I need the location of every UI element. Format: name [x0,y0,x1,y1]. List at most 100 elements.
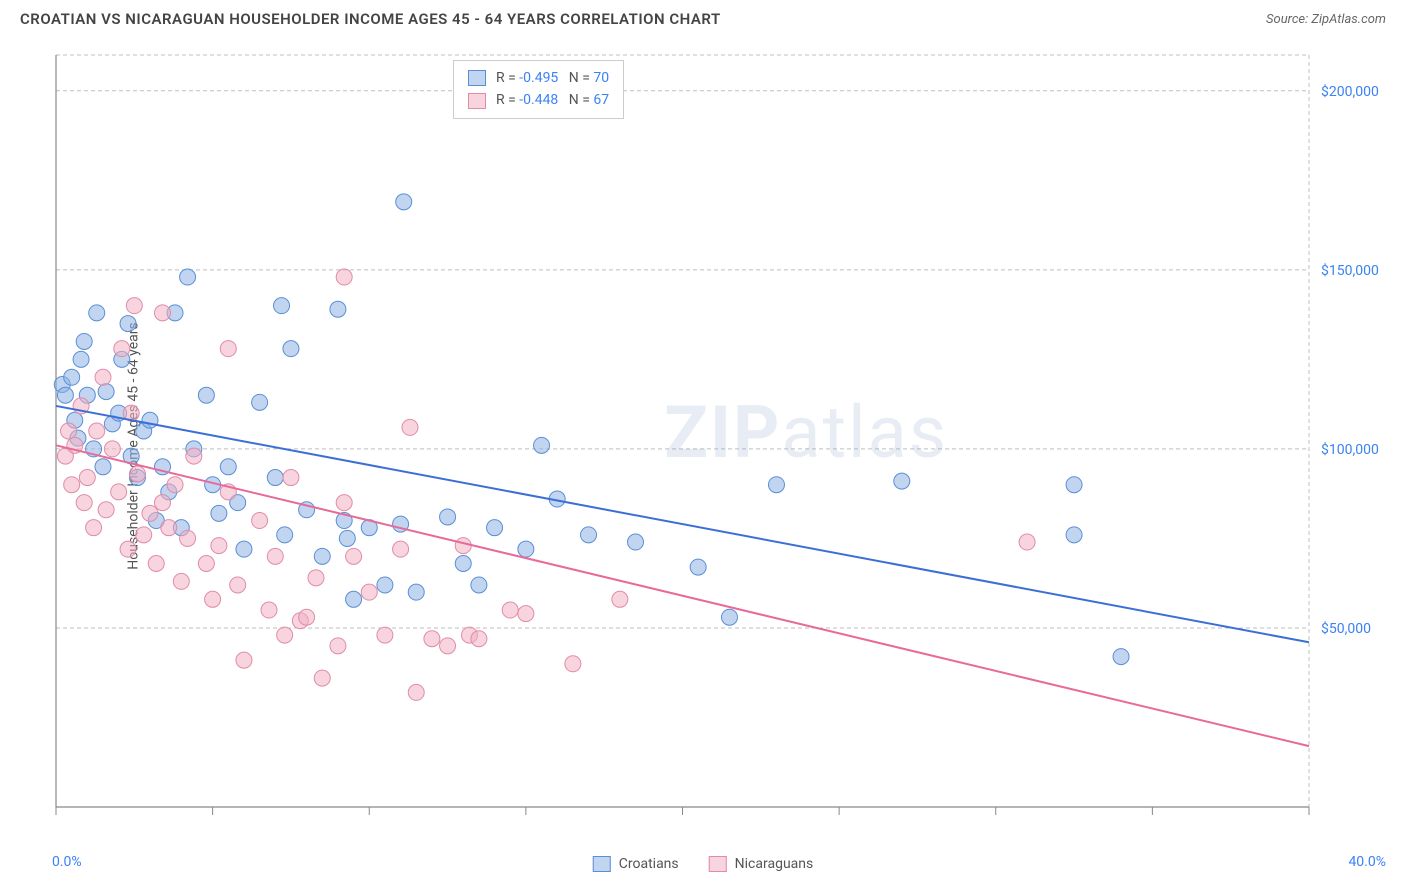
data-point [129,466,145,482]
data-point [721,609,737,625]
data-point [86,520,102,536]
data-point [236,652,252,668]
data-point [111,484,127,500]
data-point [314,670,330,686]
data-point [180,530,196,546]
y-tick-label: $50,000 [1321,620,1371,637]
data-point [339,530,355,546]
data-point [142,412,158,428]
data-point [220,459,236,475]
data-point [612,591,628,607]
data-point [308,570,324,586]
data-point [336,495,352,511]
data-point [79,470,95,486]
data-point [471,577,487,593]
data-point [252,394,268,410]
data-point [330,301,346,317]
data-point [136,527,152,543]
data-point [120,541,136,557]
series-legend: Croatians Nicaraguans [593,856,813,872]
data-point [440,509,456,525]
trend-line [56,445,1309,746]
data-point [261,602,277,618]
data-point [205,591,221,607]
data-point [277,527,293,543]
data-point [211,505,227,521]
data-point [565,656,581,672]
data-point [330,638,346,654]
data-point [1066,527,1082,543]
data-point [180,269,196,285]
data-point [894,473,910,489]
data-point [283,470,299,486]
swatch-pink-icon [709,856,727,872]
chart-title: CROATIAN VS NICARAGUAN HOUSEHOLDER INCOM… [20,10,721,28]
data-point [628,534,644,550]
data-point [114,341,130,357]
legend-item-nicaraguans: Nicaraguans [709,856,814,872]
data-point [581,527,597,543]
trend-line [56,406,1309,642]
data-point [518,541,534,557]
data-point [236,541,252,557]
data-point [89,305,105,321]
data-point [471,631,487,647]
data-point [104,441,120,457]
legend-row-nicaraguans: R = -0.448 N = 67 [468,89,609,111]
data-point [690,559,706,575]
data-point [1019,534,1035,550]
data-point [198,387,214,403]
data-point [361,584,377,600]
data-point [274,298,290,314]
data-point [61,423,77,439]
data-point [377,577,393,593]
legend-item-croatians: Croatians [593,856,679,872]
data-point [95,459,111,475]
data-point [148,555,164,571]
data-point [252,513,268,529]
data-point [64,369,80,385]
data-point [299,609,315,625]
data-point [142,505,158,521]
data-point [98,384,114,400]
data-point [73,351,89,367]
correlation-legend: R = -0.495 N = 70 R = -0.448 N = 67 [453,60,624,119]
data-point [89,423,105,439]
data-point [161,520,177,536]
y-tick-label: $200,000 [1321,83,1379,100]
data-point [186,448,202,464]
data-point [534,437,550,453]
data-point [167,477,183,493]
x-axis-max-label: 40.0% [1348,854,1386,870]
data-point [487,520,503,536]
y-tick-label: $150,000 [1321,262,1379,279]
data-point [1113,649,1129,665]
data-point [57,387,73,403]
data-point [155,305,171,321]
data-point [440,638,456,654]
data-point [283,341,299,357]
swatch-blue-icon [468,70,486,86]
data-point [277,627,293,643]
data-point [396,194,412,210]
source-label: Source: ZipAtlas.com [1266,12,1386,27]
data-point [173,573,189,589]
scatter-chart: $50,000$100,000$150,000$200,000 [48,50,1394,832]
data-point [502,602,518,618]
data-point [95,369,111,385]
data-point [230,577,246,593]
x-axis-min-label: 0.0% [52,854,82,870]
data-point [314,548,330,564]
data-point [220,341,236,357]
data-point [455,538,471,554]
data-point [768,477,784,493]
data-point [377,627,393,643]
data-point [424,631,440,647]
data-point [120,316,136,332]
data-point [126,298,142,314]
data-point [98,502,114,518]
data-point [1066,477,1082,493]
data-point [267,470,283,486]
swatch-blue-icon [593,856,611,872]
data-point [336,269,352,285]
